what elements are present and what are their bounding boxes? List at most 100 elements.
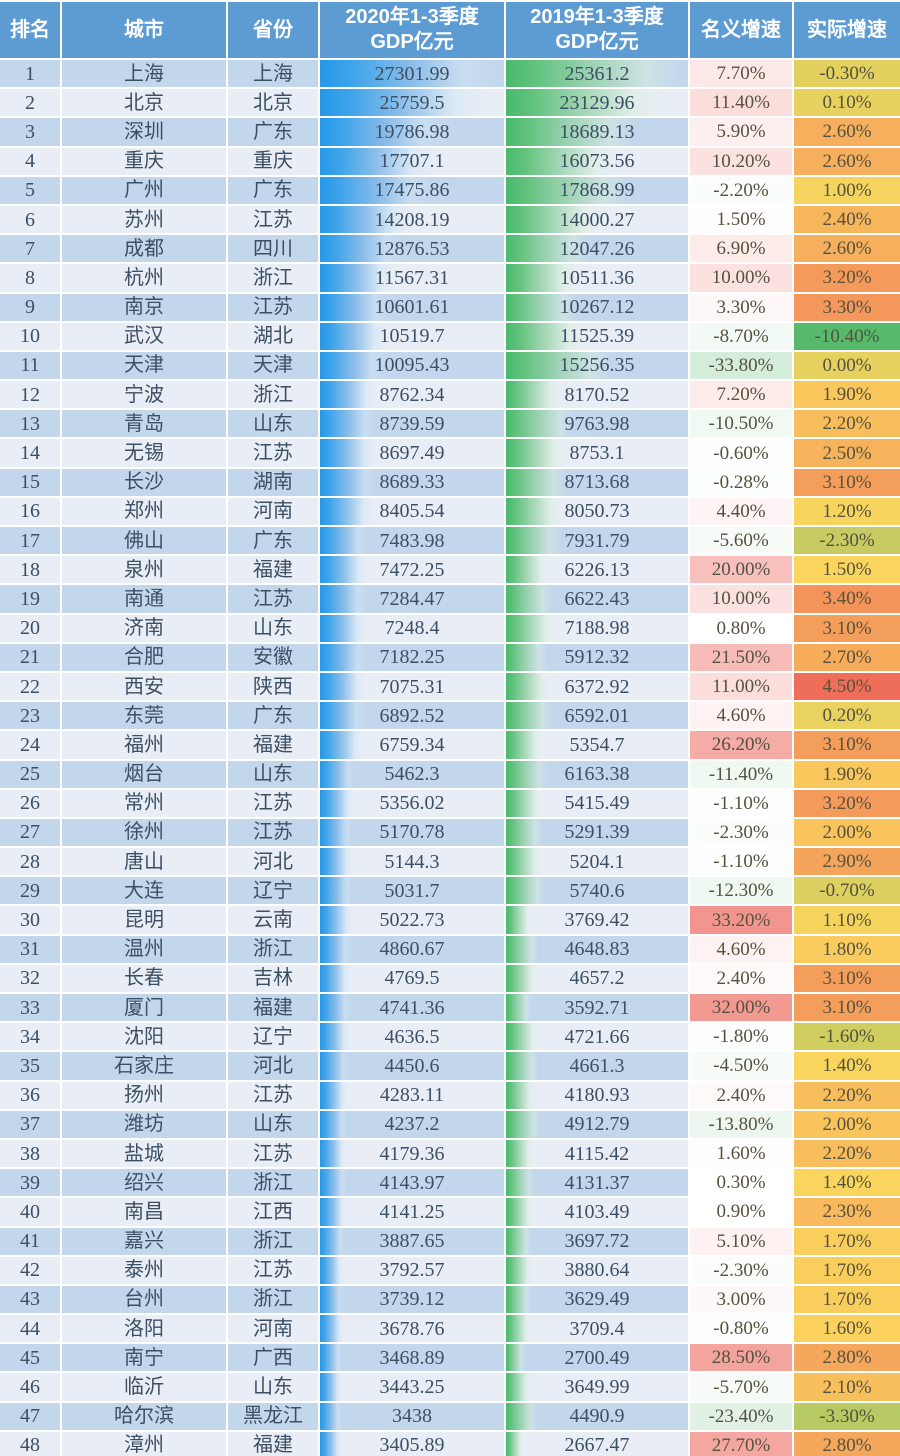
rank-cell: 30 [0,906,60,934]
gdp-2019-cell-databar [506,1285,531,1314]
rank-cell: 14 [0,439,60,467]
real-growth-cell: 1.70% [794,1285,900,1314]
nominal-growth-cell: -5.70% [690,1373,792,1401]
gdp-2019-cell: 4661.3 [506,1052,688,1080]
real-growth-cell-value: 1.40% [822,1055,872,1077]
gdp-2020-cell-databar [320,1227,346,1255]
nominal-growth-cell-value: 11.40% [712,92,770,114]
city-cell-value: 徐州 [124,821,164,844]
rank-cell-value: 39 [20,1171,40,1194]
gdp-2020-cell: 11567.31 [320,264,504,292]
province-cell-value: 山东 [253,1113,293,1136]
real-growth-cell: 1.10% [794,906,900,934]
gdp-2020-cell-value: 14208.19 [374,208,450,231]
gdp-2019-cell: 17868.99 [506,176,688,204]
gdp-2020-cell-value: 6759.34 [379,733,445,756]
rank-cell-value: 47 [20,1405,40,1428]
city-cell: 成都 [62,235,226,263]
city-cell: 嘉兴 [62,1227,226,1255]
gdp-2019-cell-databar [506,147,617,175]
nominal-growth-cell: 32.00% [690,994,792,1022]
nominal-growth-cell: -0.80% [690,1315,792,1343]
nominal-growth-cell-value: 10.00% [711,588,771,610]
nominal-growth-cell-value: 10.00% [711,267,771,289]
real-growth-cell-value: 1.70% [822,1259,872,1281]
table-row: 32 长春 吉林 4769.5 4657.2 2.40% 3.10% [0,964,900,992]
real-growth-cell-value: 3.10% [822,997,872,1019]
gdp-2020-cell-databar [320,964,351,992]
real-growth-cell-value: 3.10% [822,617,872,639]
real-growth-cell-value: 2.00% [822,1113,872,1135]
rank-cell-value: 48 [20,1434,40,1456]
nominal-growth-cell-value: 3.00% [716,1288,766,1310]
province-cell: 河北 [228,848,318,876]
rank-cell: 47 [0,1402,60,1430]
gdp-2020-cell-value: 7182.25 [379,646,445,669]
gdp-2019-cell: 2700.49 [506,1344,688,1372]
rank-cell: 2 [0,89,60,117]
real-growth-cell-value: 1.80% [822,938,872,960]
gdp-2019-cell-databar [506,1198,535,1226]
gdp-2019-cell-databar [506,994,531,1022]
table-row: 20 济南 山东 7248.4 7188.98 0.80% 3.10% [0,614,900,642]
nominal-growth-cell: 5.90% [690,118,792,146]
city-cell: 杭州 [62,264,226,292]
city-cell: 西安 [62,672,226,701]
rank-cell: 4 [0,147,60,175]
rank-cell-value: 42 [20,1259,40,1282]
gdp-2019-cell-value: 11525.39 [559,325,635,348]
gdp-2020-cell: 7182.25 [320,643,504,671]
gdp-2019-cell-value: 6226.13 [564,558,630,581]
table-row: 25 烟台 山东 5462.3 6163.38 -11.40% 1.90% [0,760,900,788]
gdp-2020-cell: 19786.98 [320,118,504,146]
province-cell-value: 四川 [253,237,293,260]
gdp-2019-cell-value: 2700.49 [564,1346,630,1369]
rank-cell-value: 36 [20,1084,40,1107]
rank-cell-value: 24 [20,733,40,756]
nominal-growth-cell: 4.40% [690,497,792,525]
rank-cell: 16 [0,497,60,525]
nominal-growth-cell-value: 4.60% [716,705,766,727]
gdp-2019-cell: 8753.1 [506,439,688,467]
table-row: 47 哈尔滨 黑龙江 3438 4490.9 -23.40% -3.30% [0,1402,900,1430]
real-growth-cell: 0.00% [794,351,900,380]
gdp-2019-cell: 3649.99 [506,1373,688,1401]
province-cell: 天津 [228,351,318,380]
gdp-2019-cell-databar [506,1402,537,1430]
real-growth-cell-value: -10.40% [814,325,880,347]
real-growth-cell-value: 0.10% [822,92,872,114]
nominal-growth-cell-value: 21.50% [711,646,771,668]
table-row: 16 郑州 河南 8405.54 8050.73 4.40% 1.20% [0,497,900,525]
gdp-2020-cell-databar [320,1110,348,1138]
city-cell: 南宁 [62,1344,226,1372]
gdp-2019-cell: 10511.36 [506,264,688,292]
real-growth-cell: 1.80% [794,935,900,963]
gdp-2020-cell-databar [320,264,395,292]
city-cell: 烟台 [62,760,226,788]
rank-cell-value: 1 [25,62,35,85]
rank-cell: 1 [0,60,60,88]
rank-cell: 35 [0,1052,60,1080]
city-cell-value: 郑州 [124,500,164,523]
gdp-2019-cell: 12047.26 [506,235,688,263]
gdp-2020-cell: 7483.98 [320,527,504,555]
gdp-2019-cell-value: 6163.38 [564,763,630,786]
rank-cell: 9 [0,293,60,321]
real-growth-cell-value: 2.60% [822,121,872,143]
real-growth-cell: -10.40% [794,322,900,350]
gdp-2020-cell-value: 4237.2 [384,1113,440,1136]
real-growth-cell-value: 1.00% [822,179,872,201]
gdp-2020-cell-databar [320,381,377,409]
city-cell-value: 天津 [124,354,164,377]
real-growth-cell-value: 3.10% [822,471,872,493]
gdp-2019-cell-databar [506,585,552,613]
header-city: 城市 [62,2,226,58]
nominal-growth-cell-value: -8.70% [713,325,769,347]
nominal-growth-cell-value: 26.20% [711,734,771,756]
gdp-2020-cell-databar [320,497,375,525]
gdp-2019-cell-databar [506,410,574,438]
city-cell: 长沙 [62,468,226,496]
header-nominal-growth: 名义增速 [690,2,792,58]
city-cell-value: 常州 [124,792,164,815]
gdp-2019-cell-value: 3592.71 [564,996,630,1019]
